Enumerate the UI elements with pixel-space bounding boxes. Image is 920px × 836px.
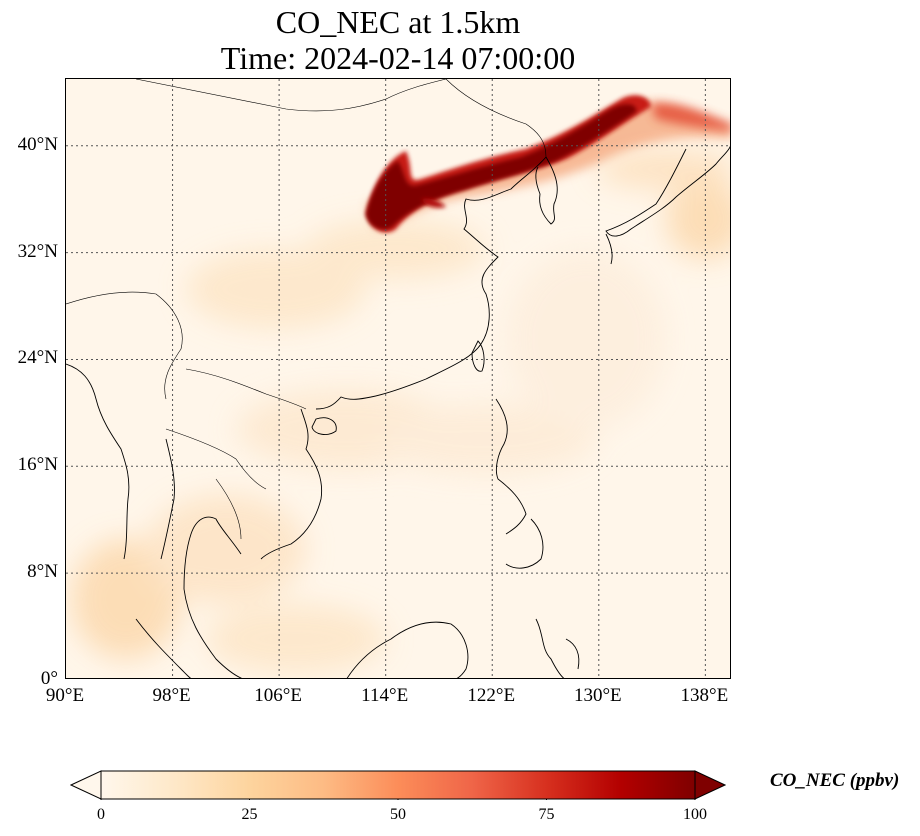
co-plume [366,95,730,233]
colorbar-tick-label: 50 [390,806,406,823]
colorbar-tick-label: 100 [683,806,707,823]
lat-tick-label: 32°N [17,240,58,262]
colorbar-label: CO_NEC (ppbv) [770,770,900,791]
lon-tick-label: 122°E [467,685,516,706]
lon-tick-label: 138°E [680,685,729,706]
coastlines [66,79,730,678]
lon-tick-label: 90°E [45,685,85,706]
lon-tick-label: 114°E [361,685,409,706]
colorbar-gradient [100,770,696,800]
map-timestamp: Time: 2024-02-14 07:00:00 [220,40,576,76]
lon-tick-label: 98°E [152,685,191,706]
colorbar-extend-max [694,770,726,800]
map-title: CO_NEC at 1.5km [275,4,521,40]
colorbar [70,770,726,800]
lat-tick-label: 16°N [17,454,58,476]
lat-tick-label: 8°N [27,561,58,583]
colorbar-extend-min [70,770,102,800]
colorbar-tick-label: 0 [97,806,105,823]
lon-tick-label: 130°E [573,685,622,706]
co-field-low [71,149,730,674]
lon-tick-label: 106°E [254,685,302,706]
map-canvas [66,79,730,678]
colorbar-tick-label: 25 [241,806,258,823]
map-panel[interactable] [65,78,731,679]
lat-tick-label: 24°N [17,347,58,369]
colorbar-tick-label: 75 [538,806,555,823]
colorbar-tickmarks [100,799,696,800]
lat-tick-label: 0° [40,668,58,689]
lat-tick-label: 40°N [17,133,58,155]
gridlines [66,79,730,678]
